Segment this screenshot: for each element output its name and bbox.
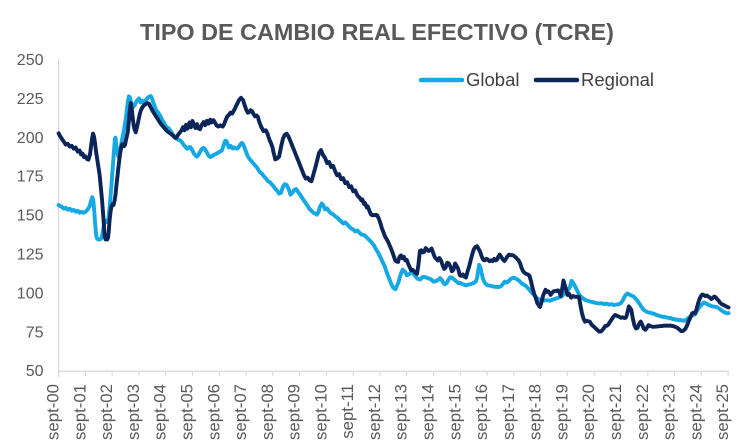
svg-text:100: 100 (17, 285, 44, 302)
svg-text:50: 50 (26, 363, 44, 380)
svg-text:sept-12: sept-12 (365, 384, 384, 440)
svg-text:125: 125 (17, 247, 44, 264)
svg-text:Global: Global (466, 69, 519, 90)
svg-text:250: 250 (17, 52, 44, 69)
svg-text:sept-10: sept-10 (311, 384, 330, 440)
svg-text:Regional: Regional (581, 69, 654, 90)
svg-text:sept-20: sept-20 (579, 384, 598, 440)
svg-text:sept-23: sept-23 (660, 384, 679, 440)
svg-text:200: 200 (17, 130, 44, 147)
svg-text:TIPO DE CAMBIO REAL EFECTIVO (: TIPO DE CAMBIO REAL EFECTIVO (TCRE) (140, 19, 614, 45)
svg-text:sept-21: sept-21 (606, 384, 625, 440)
svg-text:sept-16: sept-16 (472, 384, 491, 440)
svg-text:sept-08: sept-08 (258, 384, 277, 440)
svg-text:sept-02: sept-02 (97, 384, 116, 440)
svg-text:sept-06: sept-06 (204, 384, 223, 440)
svg-text:sept-09: sept-09 (285, 384, 304, 440)
svg-text:sept-05: sept-05 (178, 384, 197, 440)
svg-text:sept-15: sept-15 (445, 384, 464, 440)
svg-text:75: 75 (26, 324, 44, 341)
svg-text:sept-18: sept-18 (526, 384, 545, 440)
svg-text:sept-13: sept-13 (392, 384, 411, 440)
svg-text:sept-11: sept-11 (338, 384, 357, 439)
svg-text:sept-00: sept-00 (44, 384, 63, 440)
svg-text:sept-01: sept-01 (70, 384, 89, 440)
svg-text:sept-07: sept-07 (231, 384, 250, 440)
svg-text:sept-17: sept-17 (499, 384, 518, 440)
svg-text:225: 225 (17, 91, 44, 108)
svg-text:sept-25: sept-25 (713, 384, 732, 440)
svg-text:175: 175 (17, 169, 44, 186)
svg-text:sept-22: sept-22 (633, 384, 652, 440)
svg-text:150: 150 (17, 208, 44, 225)
svg-text:sept-04: sept-04 (151, 384, 170, 440)
svg-text:sept-14: sept-14 (419, 384, 438, 440)
svg-text:sept-03: sept-03 (124, 384, 143, 440)
svg-text:sept-19: sept-19 (552, 384, 571, 440)
svg-text:sept-24: sept-24 (686, 384, 705, 440)
